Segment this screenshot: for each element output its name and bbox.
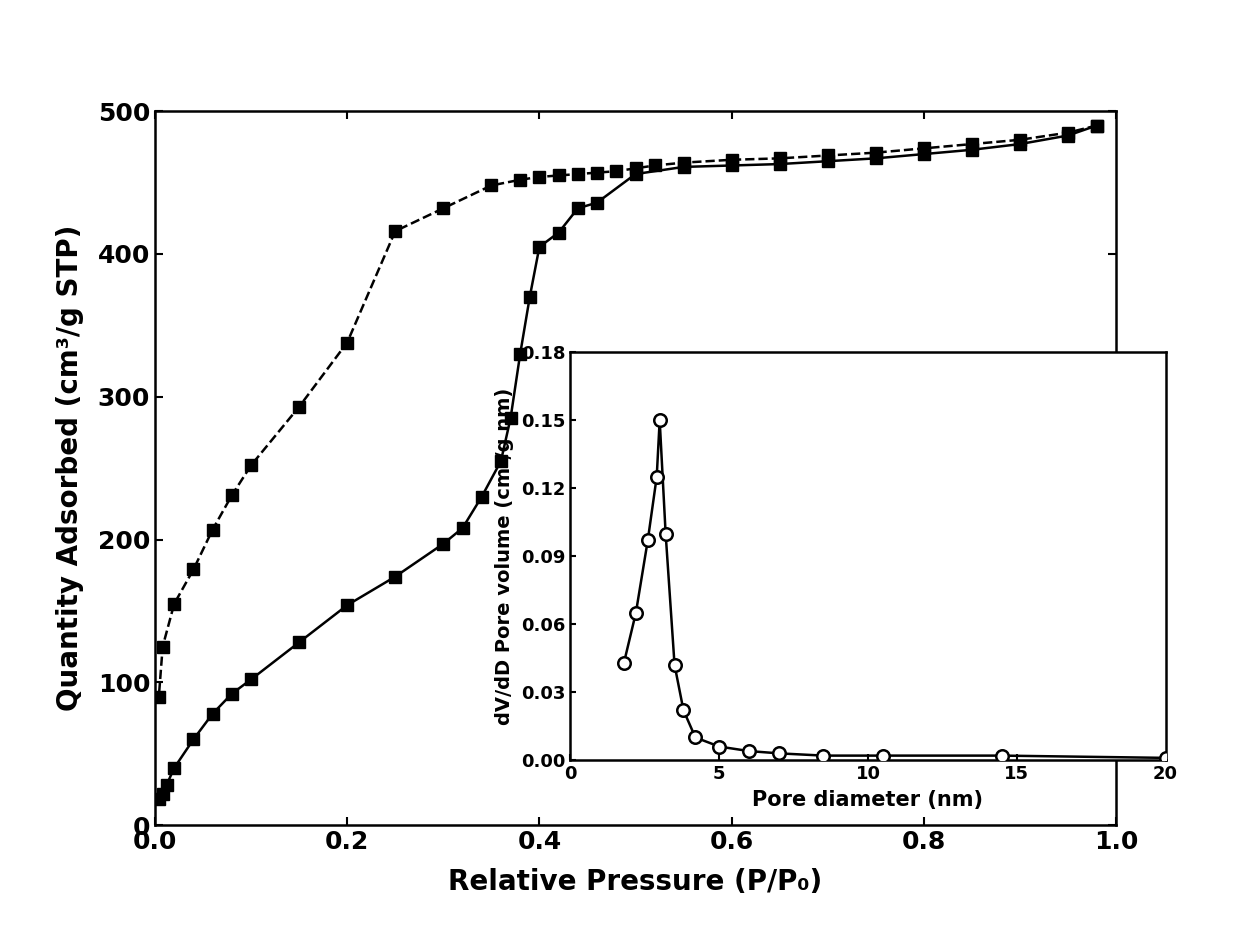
Y-axis label: Quantity Adsorbed (cm³/g STP): Quantity Adsorbed (cm³/g STP)	[56, 225, 84, 711]
X-axis label: Relative Pressure (P/P₀): Relative Pressure (P/P₀)	[449, 868, 822, 895]
Y-axis label: dV/dD Pore volume (cm³/g nm): dV/dD Pore volume (cm³/g nm)	[495, 387, 515, 725]
X-axis label: Pore diameter (nm): Pore diameter (nm)	[753, 790, 983, 810]
